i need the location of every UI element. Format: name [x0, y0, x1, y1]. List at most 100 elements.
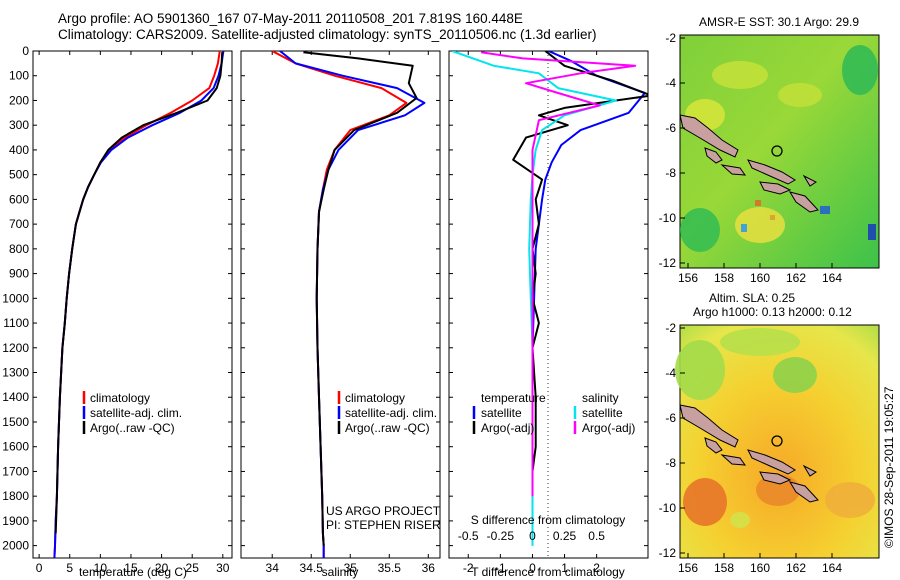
s-tick-label: -0.5: [458, 529, 479, 543]
depth-tick-label: 1200: [2, 341, 29, 355]
depth-tick-label: 1800: [2, 489, 29, 503]
depth-ticks: 0 100 200 300 400 500 600 700 800 900 1000 1100 1200…: [2, 44, 232, 553]
legend-label-climatology: climatology: [90, 391, 150, 405]
depth-tick-label: 700: [9, 217, 29, 231]
x-tick-label: 2: [593, 561, 600, 575]
pi-annotation: PI: STEPHEN RISER: [326, 518, 441, 532]
x-tick-label: 5: [66, 561, 73, 575]
depth-tick-label: 200: [9, 93, 29, 107]
island-malaita: [788, 191, 819, 213]
lat-tick-label: -10: [659, 501, 677, 515]
temperature-axis-label: temperature (deg C): [79, 565, 187, 579]
lon-tick-label: 162: [786, 271, 806, 285]
sla-low-patch: [773, 357, 817, 393]
depth-tick-label: 800: [9, 242, 29, 256]
lon-tick-label: 160: [750, 561, 770, 575]
lon-tick-label: 162: [786, 561, 806, 575]
island-new-georgia: [720, 454, 747, 466]
t-difference-axis-label: T difference from climatology: [471, 565, 625, 579]
island-choiseul: [704, 437, 723, 454]
sla-high-patch: [756, 474, 800, 506]
temperature-axes-frame: [32, 50, 233, 559]
sst-coastline: [679, 114, 819, 213]
lat-tick-label: -10: [659, 211, 677, 225]
island-new-georgia: [720, 164, 747, 176]
difference-depth-ticks: [449, 50, 648, 547]
depth-tick-label: 100: [9, 69, 29, 83]
sla-low-patch: [675, 340, 725, 400]
lat-tick-label: -2: [665, 321, 676, 335]
island-makira: [802, 174, 817, 187]
depth-tick-label: 1700: [2, 464, 29, 478]
difference-panel: -2 -1 0 1 2 T difference from climatology S …: [448, 50, 649, 579]
x-tick-label: 30: [216, 561, 230, 575]
legend-label-argo: Argo(..raw -QC): [90, 421, 175, 435]
lat-tick-label: -8: [665, 456, 676, 470]
x-tick-label: 36: [422, 561, 436, 575]
x-tick-label: -1: [495, 561, 506, 575]
island-bougainville: [679, 114, 739, 158]
sst-cold-pixel: [820, 206, 830, 214]
x-tick-label: 25: [186, 561, 200, 575]
x-tick-label: 34: [266, 561, 280, 575]
legend-label-satellite: satellite-adj. clim.: [90, 406, 182, 420]
x-tick-label: 34.5: [300, 561, 324, 575]
lat-tick-label: -6: [665, 121, 676, 135]
x-tick-label: 35.5: [378, 561, 402, 575]
x-tick-label: 20: [155, 561, 169, 575]
lat-tick-label: -4: [665, 76, 676, 90]
lat-tick-label: -12: [659, 546, 677, 560]
depth-tick-label: 1400: [2, 390, 29, 404]
sst-cold-pixel: [741, 224, 747, 232]
island-santa-isabel: [747, 449, 796, 475]
salinity-difference-legend: salinity satellite Argo(-adj): [573, 391, 635, 435]
lon-tick-label: 160: [750, 271, 770, 285]
sst-warm-patch: [778, 83, 822, 107]
temperature-ticks: 0 5 10 15 20 25 30: [36, 51, 230, 575]
depth-tick-label: 1100: [3, 316, 29, 330]
lat-tick-label: -6: [665, 411, 676, 425]
argo-float-marker: [771, 435, 783, 447]
legend-label-s-satellite: satellite: [582, 406, 623, 420]
lon-tick-label: 164: [822, 561, 842, 575]
sst-latitude-ticks: -2 -4 -6 -8 -10 -12: [659, 31, 685, 270]
lon-tick-label: 156: [678, 561, 698, 575]
sst-cold-pixel: [868, 224, 876, 240]
series-line: [54, 52, 224, 534]
sst-warm-patch: [712, 61, 768, 89]
difference-series: [451, 51, 648, 546]
sla-map-title-line1: Altim. SLA: 0.25: [709, 291, 795, 305]
legend-title-temperature: temperature: [481, 391, 546, 405]
island-guadalcanal: [759, 471, 792, 485]
figure-title-line1: Argo profile: AO 5901360_167 07-May-2011…: [58, 11, 523, 26]
x-tick-label: 10: [94, 561, 108, 575]
sla-longitude-ticks: 156 158 160 162 164: [678, 553, 842, 575]
depth-tick-label: 2000: [2, 539, 29, 553]
depth-tick-label: 500: [9, 168, 29, 182]
depth-tick-label: 900: [9, 267, 29, 281]
sst-longitude-ticks: 156 158 160 162 164: [678, 263, 842, 285]
sst-cool-patch: [680, 208, 720, 252]
imos-credit: ©IMOS 28-Sep-2011 19:05:27: [882, 386, 896, 548]
sst-warm-patches: [680, 45, 878, 252]
difference-ticks: -2 -1 0 1 2: [463, 51, 600, 575]
argo-float-marker: [771, 145, 783, 157]
lon-tick-label: 156: [678, 271, 698, 285]
temperature-series: [53, 51, 225, 558]
salinity-panel: 34 34.5 35 35.5 36 salinity climatology sate…: [240, 50, 441, 579]
project-annotation: US ARGO PROJECT: [326, 504, 441, 518]
s-tick-label: 0.25: [553, 529, 577, 543]
legend-label-t-satellite: satellite: [481, 406, 522, 420]
island-makira: [802, 464, 817, 477]
depth-tick-label: 1900: [2, 514, 29, 528]
salinity-series: [271, 51, 426, 558]
difference-axes-frame: [448, 50, 649, 559]
sla-map-title-line2: Argo h1000: 0.13 h2000: 0.12: [693, 305, 852, 319]
sst-map: AMSR-E SST: 30.1 Argo: 29.9 -2 -4 -6 -8 -10: [659, 15, 880, 285]
s-difference-axis-label: S difference from climatology: [471, 513, 626, 527]
x-tick-label: 15: [124, 561, 138, 575]
s-difference-tick-labels: -0.5 -0.25 0 0.25 0.5: [458, 529, 605, 543]
depth-tick-label: 1500: [2, 415, 29, 429]
depth-tick-label: 400: [9, 143, 29, 157]
